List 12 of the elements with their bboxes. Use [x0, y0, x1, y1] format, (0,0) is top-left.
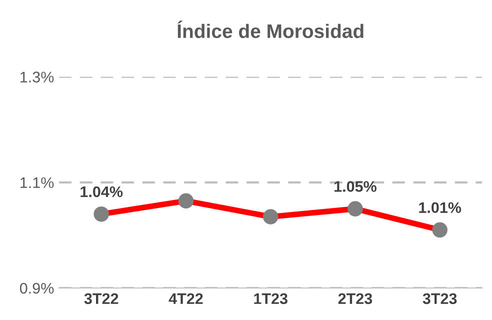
y-tick-label: 1.3% — [20, 72, 54, 82]
chart-title: Índice de Morosidad — [178, 20, 364, 38]
y-tick-label: 0.9% — [20, 282, 54, 294]
y-tick-label: 1.1% — [20, 177, 54, 188]
x-tick-label: 3T22 — [84, 293, 118, 304]
x-tick-label: 4T22 — [168, 293, 203, 304]
x-tick-label: 2T23 — [338, 293, 372, 304]
x-tick-label: 1T23 — [254, 293, 288, 304]
data-label: 1.04% — [80, 186, 123, 198]
data-label: 1.01% — [419, 202, 462, 214]
data-label: 1.05% — [334, 181, 376, 192]
x-tick-label: 3T23 — [422, 293, 457, 304]
